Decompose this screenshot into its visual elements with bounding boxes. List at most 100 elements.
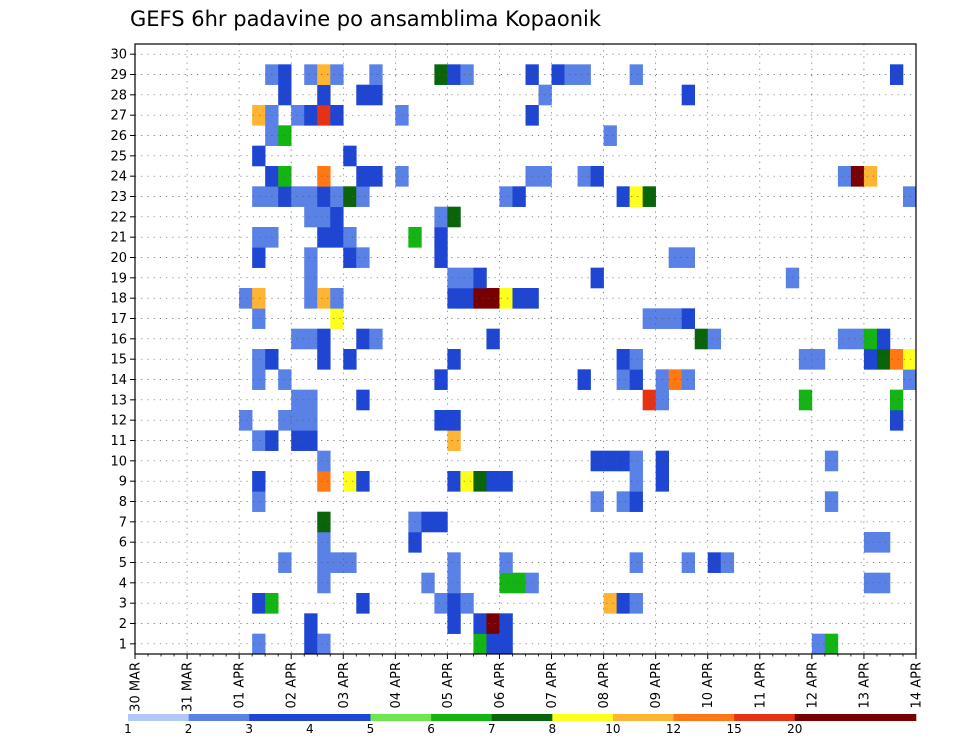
x-tick-label: 12 APR xyxy=(805,662,820,708)
heatmap-cell xyxy=(603,125,617,146)
y-tick-label: 23 xyxy=(110,190,127,205)
heatmap-cell xyxy=(304,64,318,85)
heatmap-cell xyxy=(473,267,487,289)
heatmap-cell xyxy=(876,532,891,553)
heatmap-cell xyxy=(720,552,735,573)
legend-swatch xyxy=(552,714,614,721)
heatmap-cell xyxy=(317,288,331,309)
heatmap-cell xyxy=(616,593,630,614)
x-axis: 30 MAR 31 MAR 01 APR 02 APR 03 APR 04 APR 05 A… xyxy=(129,654,925,712)
heatmap-cell xyxy=(434,64,448,85)
heatmap-cell xyxy=(317,450,331,472)
heatmap-cell xyxy=(252,227,266,248)
heatmap-cell xyxy=(590,450,604,472)
heatmap-cell xyxy=(447,471,461,492)
legend-swatch xyxy=(370,714,432,721)
heatmap-cell xyxy=(434,206,448,228)
y-tick-label: 13 xyxy=(110,393,127,408)
legend-level-label: 5 xyxy=(367,722,375,736)
heatmap-cell xyxy=(811,633,826,655)
heatmap-cell xyxy=(837,328,852,350)
y-tick-label: 9 xyxy=(119,475,127,490)
heatmap-cell xyxy=(629,450,643,472)
heatmap-cell xyxy=(616,369,630,390)
heatmap-cell xyxy=(330,105,344,126)
heatmap-cell xyxy=(447,410,461,431)
legend-level-label: 4 xyxy=(306,722,314,736)
heatmap-cell xyxy=(499,288,513,309)
heatmap-cell xyxy=(434,511,448,533)
heatmap-cell xyxy=(317,633,331,655)
heatmap-cell xyxy=(343,471,357,492)
heatmap-cell xyxy=(343,247,357,268)
heatmap-cell xyxy=(369,166,383,187)
heatmap-cell xyxy=(343,186,357,207)
chart-title: GEFS 6hr padavine po ansamblima Kopaonik xyxy=(130,7,602,31)
legend-swatch xyxy=(794,714,856,721)
heatmap-cell xyxy=(889,389,904,411)
heatmap-cell xyxy=(629,552,643,573)
heatmap-cell xyxy=(356,593,370,614)
heatmap-cell xyxy=(356,389,370,411)
y-tick-label: 21 xyxy=(110,231,127,246)
heatmap-cell xyxy=(863,328,878,350)
heatmap-cell xyxy=(850,166,865,187)
heatmap-cell xyxy=(317,206,331,228)
y-tick-label: 27 xyxy=(110,109,127,124)
heatmap-cell xyxy=(629,369,643,390)
y-tick-label: 15 xyxy=(110,353,127,368)
heatmap-cell xyxy=(421,572,435,594)
heatmap-cell xyxy=(343,552,357,573)
heatmap-cell xyxy=(486,328,500,350)
heatmap-cell xyxy=(577,369,591,390)
y-tick-label: 19 xyxy=(110,271,127,286)
heatmap-cell xyxy=(343,349,357,370)
heatmap-cell xyxy=(447,430,461,451)
heatmap-cell xyxy=(239,288,253,309)
heatmap-cell xyxy=(473,613,487,634)
y-tick-label: 20 xyxy=(110,251,127,266)
heatmap-cell xyxy=(369,328,383,350)
heatmap-cell xyxy=(317,166,331,187)
x-tick-label: 13 APR xyxy=(857,662,872,708)
y-tick-label: 12 xyxy=(110,414,127,429)
heatmap-cell xyxy=(863,349,878,370)
heatmap-cell xyxy=(681,247,696,268)
heatmap-cell xyxy=(486,633,500,655)
legend-swatch xyxy=(309,714,371,721)
y-tick-label: 10 xyxy=(110,454,127,469)
y-tick-label: 25 xyxy=(110,149,127,164)
heatmap-cell xyxy=(681,308,696,329)
heatmap-cell xyxy=(486,613,500,634)
heatmap-cell xyxy=(252,105,266,126)
heatmap-cell xyxy=(876,572,891,594)
heatmap-cell xyxy=(577,166,591,187)
heatmap-cell xyxy=(629,349,643,370)
heatmap-cell xyxy=(252,308,266,329)
heatmap-cell xyxy=(252,247,266,268)
heatmap-cell xyxy=(629,64,643,85)
heatmap-cell xyxy=(356,84,370,106)
heatmap-cell xyxy=(590,267,604,289)
heatmap-cell xyxy=(512,288,526,309)
heatmap-cell xyxy=(447,64,461,85)
heatmap-cell xyxy=(252,633,266,655)
heatmap-cell xyxy=(304,633,318,655)
heatmap-cell xyxy=(447,267,461,289)
heatmap-cell xyxy=(824,491,839,512)
heatmap-cell xyxy=(304,267,318,289)
heatmap-cell xyxy=(499,552,513,573)
heatmap-cell xyxy=(473,288,487,309)
heatmap-cell xyxy=(317,532,331,553)
legend-swatch xyxy=(673,714,735,721)
heatmap-cell xyxy=(707,552,722,573)
y-tick-label: 5 xyxy=(119,556,127,571)
heatmap-cell xyxy=(434,247,448,268)
heatmap-cell xyxy=(434,410,448,431)
heatmap-cell xyxy=(642,308,656,329)
heatmap-cell xyxy=(317,186,331,207)
heatmap-cell xyxy=(356,186,370,207)
y-tick-label: 11 xyxy=(110,434,127,449)
heatmap-cell xyxy=(356,166,370,187)
